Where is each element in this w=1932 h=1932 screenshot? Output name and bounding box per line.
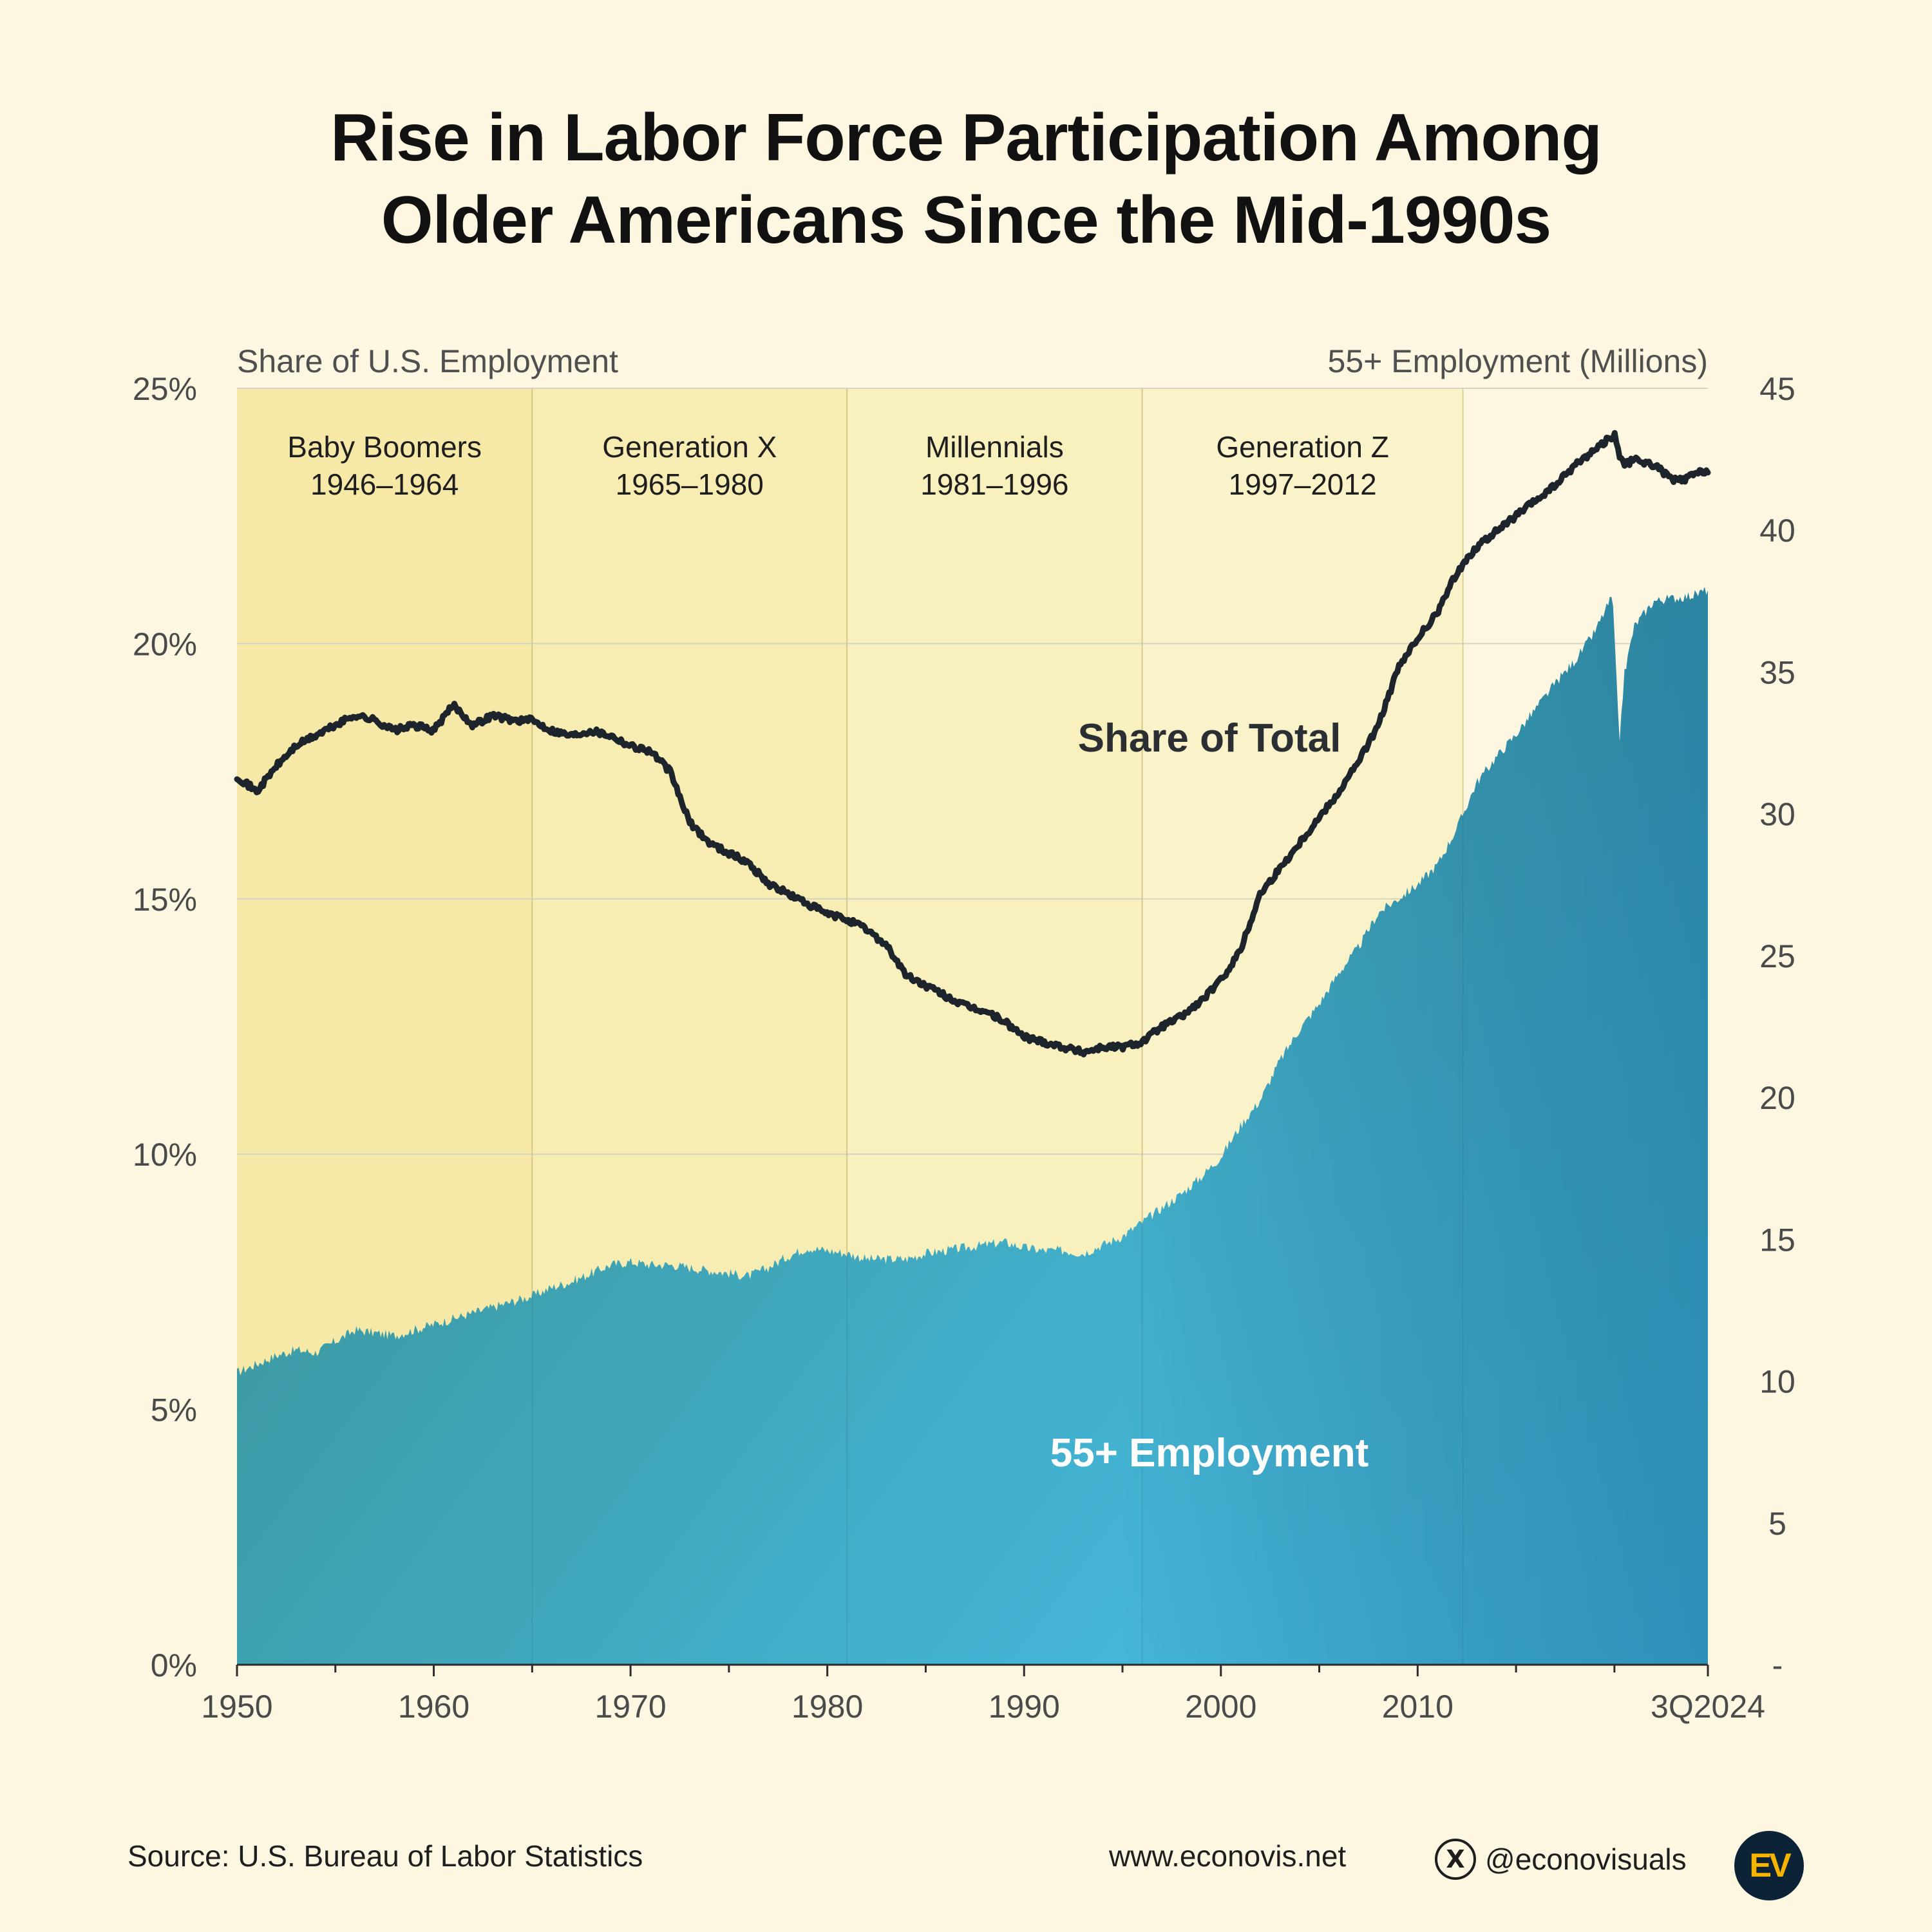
- chart-title: Rise in Labor Force Participation Among …: [0, 97, 1932, 261]
- generation-name: Millennials: [925, 430, 1064, 464]
- generation-years: 1965–1980: [616, 468, 764, 501]
- generation-years: 1981–1996: [920, 468, 1068, 501]
- left-tick-label: 5%: [151, 1392, 197, 1428]
- x-tick-label: 2000: [1185, 1689, 1256, 1725]
- right-axis-label: 55+ Employment (Millions): [1328, 343, 1708, 379]
- x-tick-label: 2010: [1382, 1689, 1454, 1725]
- x-tick-label: 1950: [201, 1689, 272, 1725]
- social-handle[interactable]: X @econovisuals: [1435, 1839, 1687, 1880]
- employment-annotation: 55+ Employment: [1050, 1431, 1368, 1475]
- generation-years: 1997–2012: [1228, 468, 1376, 501]
- share-line: [234, 430, 1711, 1057]
- left-tick-label: 25%: [133, 371, 197, 407]
- axes: 1950 1960 1970 1980 1990 2000 2010 3Q20240%5%10…: [133, 371, 1795, 1725]
- chart-labels: Share of U.S. Employment 55+ Employment (…: [237, 343, 1708, 1475]
- left-tick-label: 15%: [133, 882, 197, 918]
- x-tick-label: 1970: [594, 1689, 666, 1725]
- left-axis-label: Share of U.S. Employment: [237, 343, 618, 379]
- x-tick-label: 1960: [398, 1689, 469, 1725]
- chart-title-line-1: Rise in Labor Force Participation Among: [330, 100, 1602, 175]
- handle-text: @econovisuals: [1485, 1842, 1687, 1876]
- x-tick-label: 3Q2024: [1651, 1689, 1765, 1725]
- employment-area-shade: [237, 587, 1708, 1665]
- right-tick-label: 40: [1759, 513, 1795, 549]
- generation-name: Generation Z: [1216, 430, 1388, 464]
- x-tick-label: 1990: [989, 1689, 1060, 1725]
- generation-name: Generation X: [602, 430, 777, 464]
- right-tick-label: 45: [1759, 371, 1795, 407]
- share-line-path: [234, 430, 1711, 1057]
- right-tick-label: 20: [1759, 1080, 1795, 1116]
- left-tick-label: 10%: [133, 1137, 197, 1173]
- x-tick-label: 1980: [791, 1689, 863, 1725]
- econovis-logo: EV: [1734, 1831, 1804, 1900]
- employment-area: [237, 388, 1708, 1665]
- right-tick-label: -: [1772, 1647, 1783, 1683]
- right-tick-label: 30: [1759, 797, 1795, 833]
- right-tick-label: 35: [1759, 654, 1795, 690]
- right-tick-label: 10: [1759, 1364, 1795, 1400]
- left-tick-label: 20%: [133, 626, 197, 662]
- website-link[interactable]: www.econovis.net: [1109, 1839, 1347, 1873]
- generation-name: Baby Boomers: [287, 430, 482, 464]
- left-tick-label: 0%: [151, 1647, 197, 1683]
- generation-years: 1946–1964: [310, 468, 459, 501]
- chart-title-line-2: Older Americans Since the Mid-1990s: [381, 183, 1552, 258]
- share-of-total-annotation: Share of Total: [1078, 716, 1341, 761]
- right-tick-label: 15: [1759, 1222, 1795, 1258]
- right-tick-label: 5: [1768, 1506, 1786, 1542]
- right-tick-label: 25: [1759, 938, 1795, 974]
- x-logo-icon: X: [1435, 1839, 1476, 1880]
- source-note: Source: U.S. Bureau of Labor Statistics: [128, 1839, 643, 1873]
